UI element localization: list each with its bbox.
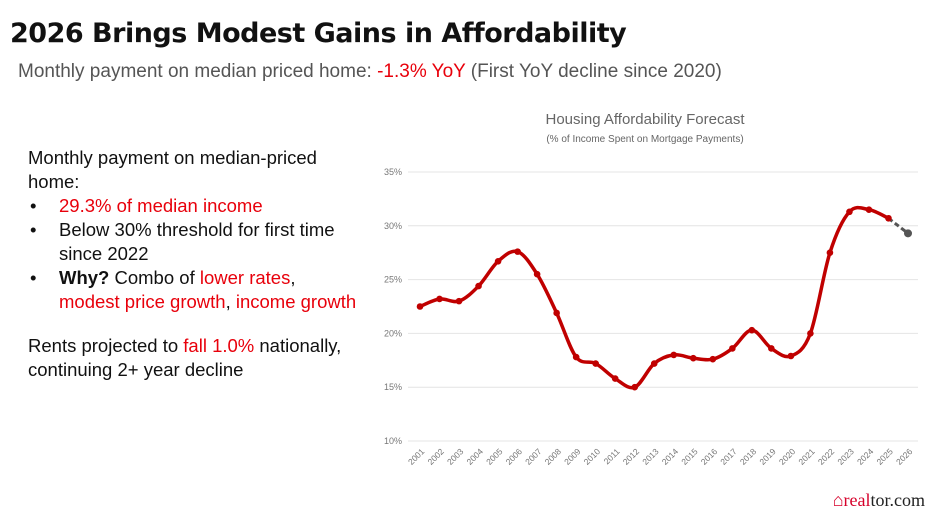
data-point-2006 (514, 248, 521, 255)
intro-text: Monthly payment on median-priced home: (28, 147, 317, 192)
x-tick-label: 2006 (504, 446, 525, 467)
y-tick-label: 35% (384, 167, 402, 177)
income-share-text: 29.3% of median income (59, 195, 263, 216)
x-tick-label: 2021 (796, 446, 817, 467)
data-point-2021 (807, 330, 814, 337)
x-tick-label: 2023 (835, 446, 856, 467)
data-point-2015 (689, 354, 697, 362)
x-tick-label: 2007 (523, 446, 544, 467)
x-tick-label: 2009 (562, 446, 583, 467)
logo-red: real (843, 490, 871, 510)
x-tick-label: 2008 (543, 446, 564, 467)
house-icon: ⌂ (832, 490, 844, 510)
chart-title: Housing Affordability Forecast (546, 111, 746, 128)
x-tick-label: 2017 (718, 446, 739, 467)
page-title: 2026 Brings Modest Gains in Affordabilit… (10, 18, 627, 49)
data-point-2012 (631, 383, 639, 391)
bullet-why: Why? Combo of lower rates, modest price … (28, 266, 358, 314)
subtitle-prefix: Monthly payment on median priced home: (18, 61, 378, 82)
data-point-2002 (436, 295, 443, 303)
x-tick-label: 2014 (660, 446, 681, 467)
x-tick-label: 2005 (484, 446, 505, 467)
reason-rates: lower rates (199, 267, 291, 288)
data-point-2026 (904, 229, 912, 238)
data-point-2010 (592, 360, 599, 367)
data-point-2009 (572, 353, 580, 361)
data-point-2005 (494, 258, 502, 265)
bullet-list: 29.3% of median income Below 30% thresho… (28, 194, 358, 314)
page-subtitle: Monthly payment on median priced home: -… (18, 61, 722, 83)
chart-subtitle: (% of Income Spent on Mortgage Payments) (546, 134, 743, 145)
x-tick-label: 2018 (738, 446, 759, 467)
data-point-2018 (748, 326, 756, 334)
x-tick-label: 2020 (777, 446, 798, 467)
x-tick-label: 2004 (465, 446, 486, 467)
x-tick-label: 2022 (816, 446, 837, 467)
x-tick-label: 2002 (425, 446, 446, 467)
data-point-2013 (650, 360, 658, 367)
x-tick-label: 2013 (640, 446, 661, 467)
x-tick-label: 2001 (406, 446, 427, 467)
why-text: Combo of (109, 267, 200, 288)
reason-income: income growth (235, 291, 357, 312)
reason-prices: modest price growth (59, 291, 226, 312)
data-point-2003 (455, 297, 463, 305)
x-tick-label: 2015 (679, 446, 700, 467)
rents-suffix: nationally, continuing 2+ year decline (28, 335, 342, 380)
realtor-logo: ⌂realtor.com (833, 490, 925, 511)
data-point-2025 (885, 214, 892, 222)
x-tick-label: 2003 (445, 446, 466, 467)
data-point-2020 (787, 352, 795, 360)
key-points: Monthly payment on median-priced home: 2… (28, 146, 358, 382)
y-tick-label: 20% (384, 328, 402, 338)
bullet-threshold: Below 30% threshold for first time since… (28, 218, 358, 266)
yoy-change: -1.3% YoY (377, 61, 466, 82)
x-tick-label: 2011 (602, 446, 622, 466)
x-tick-label: 2026 (894, 446, 915, 467)
logo-dark: tor.com (870, 490, 926, 510)
subtitle-suffix: (First YoY decline since 2020) (465, 61, 722, 82)
data-point-2019 (768, 345, 775, 352)
x-tick-label: 2016 (699, 446, 720, 467)
data-point-2011 (611, 375, 619, 382)
why-label: Why? (59, 267, 110, 288)
y-tick-label: 15% (384, 382, 402, 392)
rents-change: fall 1.0% (183, 335, 255, 356)
data-point-2016 (709, 355, 717, 363)
data-point-2023 (846, 208, 853, 216)
data-point-2007 (533, 270, 541, 278)
x-tick-label: 2010 (582, 446, 603, 467)
x-tick-label: 2025 (874, 446, 895, 467)
x-tick-label: 2019 (757, 446, 778, 467)
bullet-income-share: 29.3% of median income (28, 194, 358, 218)
y-tick-label: 25% (384, 275, 402, 285)
data-point-2022 (826, 249, 834, 256)
y-tick-label: 10% (384, 436, 402, 446)
data-point-2004 (475, 282, 482, 290)
data-point-2017 (729, 345, 736, 352)
data-point-2001 (416, 303, 424, 310)
rents-prefix: Rents projected to (28, 335, 184, 356)
rents-text: Rents projected to fall 1.0% nationally,… (28, 334, 358, 382)
sep: , (225, 291, 236, 312)
x-tick-label: 2012 (621, 446, 642, 467)
data-point-2008 (553, 309, 560, 317)
y-tick-label: 30% (384, 221, 402, 231)
x-tick-label: 2024 (855, 446, 876, 467)
data-point-2014 (670, 351, 678, 359)
sep: , (290, 267, 296, 288)
data-point-2024 (865, 206, 873, 213)
forecast-line (887, 217, 909, 235)
